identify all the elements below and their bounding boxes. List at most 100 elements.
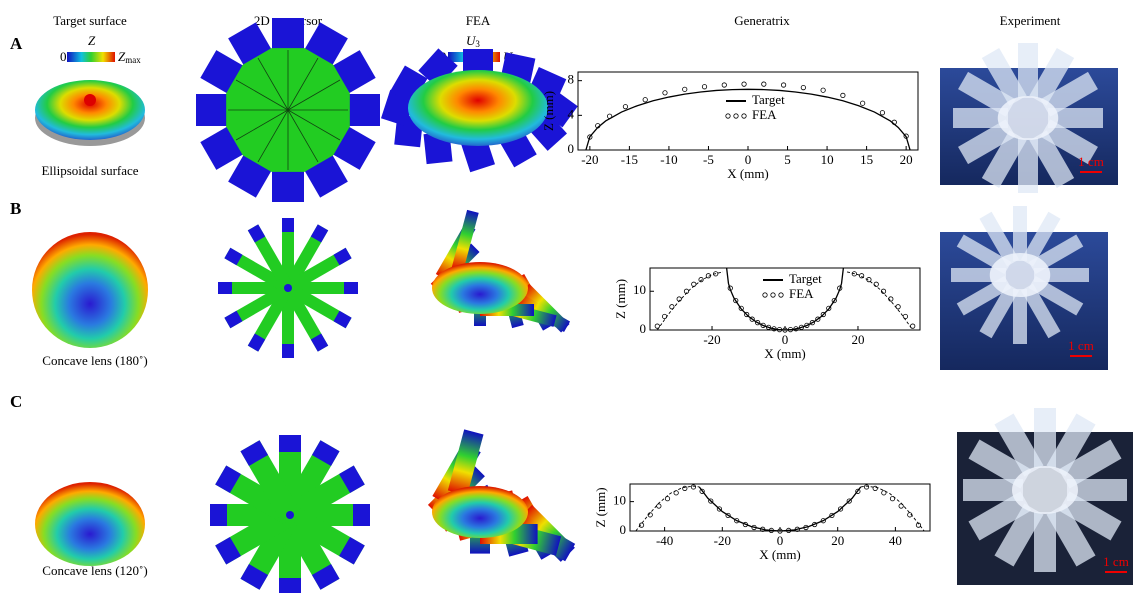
y-tick-label: 0 [568,141,575,156]
panel-label: A [10,34,23,53]
data-point [873,486,877,490]
scale-label: 1 cm [1068,338,1094,353]
arm-tip [210,504,227,526]
row-caption: Ellipsoidal surface [41,163,138,178]
x-tick-label: -5 [703,152,714,167]
data-point [899,504,903,508]
data-point [722,83,726,87]
x-tick-label: 10 [821,152,834,167]
scale-label: 1 cm [1103,554,1129,569]
data-point [674,491,678,495]
illustrations [196,18,578,593]
data-point [859,274,863,278]
arm-tip [282,218,294,232]
data-point [896,305,900,309]
data-point [882,491,886,495]
data-point [821,88,825,92]
data-point [655,324,659,328]
center-dot [284,284,292,292]
data-point [662,314,666,318]
dome [990,253,1051,297]
data-point [665,496,669,500]
y-tick-label: 0 [620,522,627,537]
target-surface [35,80,145,140]
data-point [663,91,667,95]
data-point [801,85,805,89]
plot-frame [650,268,920,330]
panel-label: B [10,199,21,218]
legend-label: FEA [752,107,777,122]
x-tick-label: -20 [581,152,598,167]
column-header: Generatrix [734,13,790,28]
legend-label: Target [752,92,785,107]
column-header: Experiment [1000,13,1061,28]
arm-tip [344,282,358,294]
column-header: FEA [466,13,491,28]
legend-label: Target [789,271,822,286]
dome [1012,466,1078,514]
data-line [699,487,861,531]
data-point [762,82,766,86]
y-axis-label: Z (mm) [613,279,628,319]
data-point [623,104,627,108]
arm-tip [353,504,370,526]
data-point [643,98,647,102]
y-tick-label: 8 [568,72,575,87]
plot-frame [578,72,918,150]
fea-bowl [432,486,528,538]
colorbar-max: Zmax [118,49,141,65]
charts: -20-15-10-505101520048X (mm)Z (mm)Target… [541,72,930,562]
legend-marker [734,114,738,118]
colorbar-min: 0 [60,49,67,64]
fea-bowl [432,262,528,314]
x-tick-label: -20 [703,332,720,347]
x-tick-label: 20 [851,332,864,347]
data-point [699,277,703,281]
data-point [841,93,845,97]
colorbar [67,52,115,62]
column-header: Target surface [53,13,127,28]
surface-peak [84,94,96,106]
page: A B C Target surface 2D precursor FEA Ge… [0,0,1138,593]
legend-marker [771,293,775,297]
data-point [880,111,884,115]
y-tick-label: 0 [640,321,647,336]
legend-label: FEA [789,286,814,301]
legend-marker [742,114,746,118]
dome [998,96,1059,140]
data-point [742,82,746,86]
figure: A B C Target surface 2D precursor FEA Ge… [0,0,1138,593]
data-line [636,486,924,531]
y-tick-label: 10 [613,493,626,508]
x-tick-label: -10 [660,152,677,167]
y-axis-label: Z (mm) [593,487,608,527]
data-line [727,268,844,330]
data-point [903,314,907,318]
legend-marker [726,114,730,118]
arm-tip [279,578,301,593]
colorbar-symbol: U3 [466,33,480,49]
fea-surface [408,70,548,146]
x-tick-label: 0 [745,152,752,167]
scale-label: 1 cm [1078,154,1104,169]
data-point [670,305,674,309]
x-tick-label: 0 [777,533,784,548]
data-point [691,485,695,489]
data-point [911,324,915,328]
x-tick-label: 5 [784,152,791,167]
legend-marker [779,293,783,297]
data-point [781,83,785,87]
data-point [657,504,661,508]
y-tick-label: 4 [568,106,575,121]
target-surface [35,482,145,566]
x-tick-label: 0 [782,332,789,347]
x-tick-label: 20 [900,152,913,167]
row-caption: Concave lens (180˚) [42,353,147,368]
colorbar-symbol: Z [88,33,96,48]
data-line [657,272,912,330]
arm-tip [279,435,301,452]
x-tick-label: 40 [889,533,902,548]
x-tick-label: 15 [860,152,873,167]
x-tick-label: -40 [656,533,673,548]
x-axis-label: X (mm) [759,547,801,562]
